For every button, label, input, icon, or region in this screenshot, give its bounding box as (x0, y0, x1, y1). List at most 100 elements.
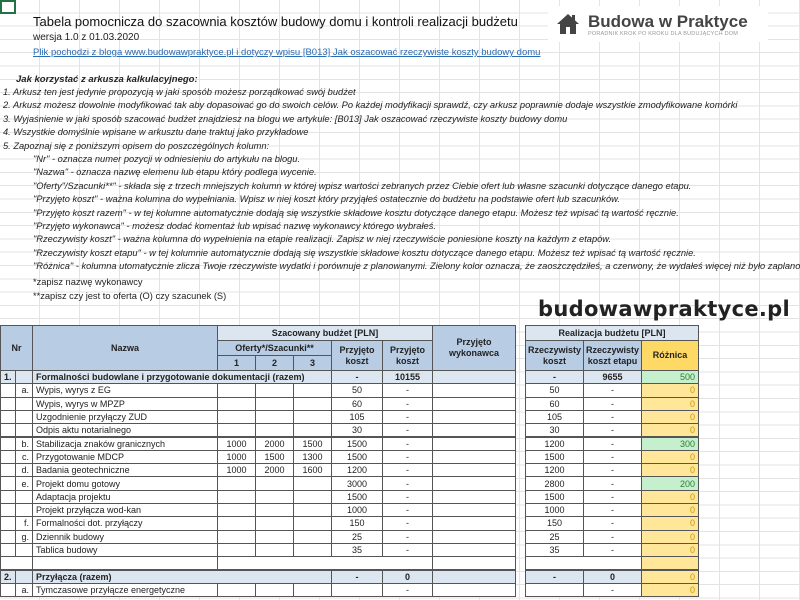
row-contractor[interactable] (432, 383, 516, 398)
header-name[interactable]: Nazwa (32, 325, 218, 371)
row-actual-cost[interactable]: 1500 (525, 489, 584, 504)
row-sub[interactable] (15, 370, 33, 385)
row-actual-stage[interactable]: - (583, 396, 642, 411)
row-name[interactable]: Formalności budowlane i przygotowanie do… (32, 370, 332, 385)
row-offer-3[interactable] (293, 423, 332, 438)
row-offer-3[interactable] (293, 396, 332, 411)
row-nr[interactable] (0, 489, 16, 504)
row-sub[interactable] (15, 542, 33, 558)
row-offer-1[interactable] (217, 409, 256, 425)
row-nr[interactable] (0, 463, 16, 478)
header-offers[interactable]: Oferty*/Szacunki** (217, 340, 332, 356)
row-actual-stage[interactable]: - (583, 489, 642, 504)
row-difference[interactable]: 0 (641, 569, 699, 584)
row-cost-total[interactable]: - (382, 476, 433, 491)
header-actual-cost[interactable]: Rzeczywisty koszt (525, 340, 584, 371)
row-actual-stage[interactable]: - (583, 476, 642, 491)
row-offer-3[interactable]: 1500 (293, 436, 332, 451)
row-contractor[interactable] (432, 449, 516, 465)
row-sub[interactable] (15, 503, 33, 518)
header-cost-total[interactable]: Przyjęto koszt (382, 340, 433, 371)
row-offer-2[interactable]: 1500 (255, 449, 294, 465)
row-contractor[interactable] (432, 423, 516, 438)
row-cost-total[interactable]: - (382, 542, 433, 558)
row-name[interactable]: Badania geotechniczne (32, 463, 218, 478)
row-offer-1[interactable] (217, 489, 256, 504)
row-nr[interactable] (0, 449, 16, 465)
row-offer-2[interactable] (255, 396, 294, 411)
row-nr[interactable] (0, 409, 16, 425)
row-nr[interactable] (0, 396, 16, 411)
row-name[interactable]: Wypis, wyrys z EG (32, 383, 218, 398)
row-actual-cost[interactable] (525, 582, 584, 598)
row-cost-total[interactable]: 0 (382, 569, 433, 584)
row-cost[interactable]: - (331, 569, 383, 584)
row-offer-1[interactable] (217, 423, 256, 438)
row-contractor[interactable] (432, 516, 516, 531)
header-nr[interactable]: Nr (0, 325, 33, 371)
row-offer-1[interactable] (217, 503, 256, 518)
row-sub[interactable] (15, 489, 33, 504)
row-actual-cost[interactable]: 60 (525, 396, 584, 411)
row-difference[interactable]: 0 (641, 396, 699, 411)
row-difference[interactable]: 0 (641, 582, 699, 598)
row-cost[interactable]: 1500 (331, 449, 383, 465)
row-offer-3[interactable] (293, 582, 332, 598)
row-contractor[interactable] (432, 396, 516, 411)
row-contractor[interactable] (432, 503, 516, 518)
header-contractor[interactable]: Przyjęto wykonawca (432, 325, 516, 371)
row-name[interactable]: Projekt przyłącza wod-kan (32, 503, 218, 518)
row-actual-cost[interactable]: 30 (525, 423, 584, 438)
row-offer-1[interactable] (217, 476, 256, 491)
row-sub[interactable]: a. (15, 383, 33, 398)
row-offer-1[interactable] (217, 529, 256, 544)
row-cost[interactable]: - (331, 370, 383, 385)
row-actual-stage[interactable]: - (583, 436, 642, 451)
row-name[interactable]: Adaptacja projektu (32, 489, 218, 504)
row-offer-3[interactable] (293, 503, 332, 518)
row-actual-stage[interactable]: 9655 (583, 370, 642, 385)
row-cost-total[interactable]: - (382, 383, 433, 398)
row-difference[interactable]: 0 (641, 423, 699, 438)
row-sub[interactable] (15, 396, 33, 411)
row-sub[interactable] (15, 569, 33, 584)
row-actual-stage[interactable]: - (583, 582, 642, 598)
row-sub[interactable] (15, 409, 33, 425)
row-difference[interactable]: 0 (641, 489, 699, 504)
row-actual-cost[interactable]: 150 (525, 516, 584, 531)
row-contractor[interactable] (432, 529, 516, 544)
row-contractor[interactable] (432, 370, 516, 385)
row-offer-1[interactable] (217, 396, 256, 411)
row-name[interactable]: Tymczasowe przyłącze energetyczne (32, 582, 218, 598)
row-cost[interactable]: 105 (331, 409, 383, 425)
row-nr[interactable] (0, 582, 16, 598)
row-nr[interactable] (0, 423, 16, 438)
header-budget[interactable]: Szacowany budżet [PLN] (217, 325, 433, 341)
row-offer-3[interactable] (293, 409, 332, 425)
row-nr[interactable] (0, 476, 16, 491)
row-cost-total[interactable]: - (382, 582, 433, 598)
row-name[interactable]: Formalności dot. przyłączy (32, 516, 218, 531)
row-difference[interactable]: 200 (641, 476, 699, 491)
row-cost[interactable]: 1500 (331, 489, 383, 504)
row-actual-stage[interactable]: - (583, 463, 642, 478)
row-name[interactable]: Tablica budowy (32, 542, 218, 558)
row-nr[interactable] (0, 503, 16, 518)
row-contractor[interactable] (432, 569, 516, 584)
row-difference[interactable]: 0 (641, 409, 699, 425)
row-offer-3[interactable] (293, 489, 332, 504)
row-offer-1[interactable]: 1000 (217, 436, 256, 451)
row-difference[interactable]: 0 (641, 529, 699, 544)
row-actual-cost[interactable]: 2800 (525, 476, 584, 491)
row-nr[interactable] (0, 383, 16, 398)
row-actual-stage[interactable]: 0 (583, 569, 642, 584)
row-offer-1[interactable]: 1000 (217, 449, 256, 465)
empty-cell[interactable] (0, 556, 33, 571)
row-offer-2[interactable]: 2000 (255, 463, 294, 478)
empty-cell[interactable] (32, 556, 218, 571)
row-actual-stage[interactable]: - (583, 529, 642, 544)
row-name[interactable]: Projekt domu gotowy (32, 476, 218, 491)
row-difference[interactable]: 300 (641, 436, 699, 451)
row-offer-2[interactable] (255, 516, 294, 531)
row-nr[interactable] (0, 542, 16, 558)
